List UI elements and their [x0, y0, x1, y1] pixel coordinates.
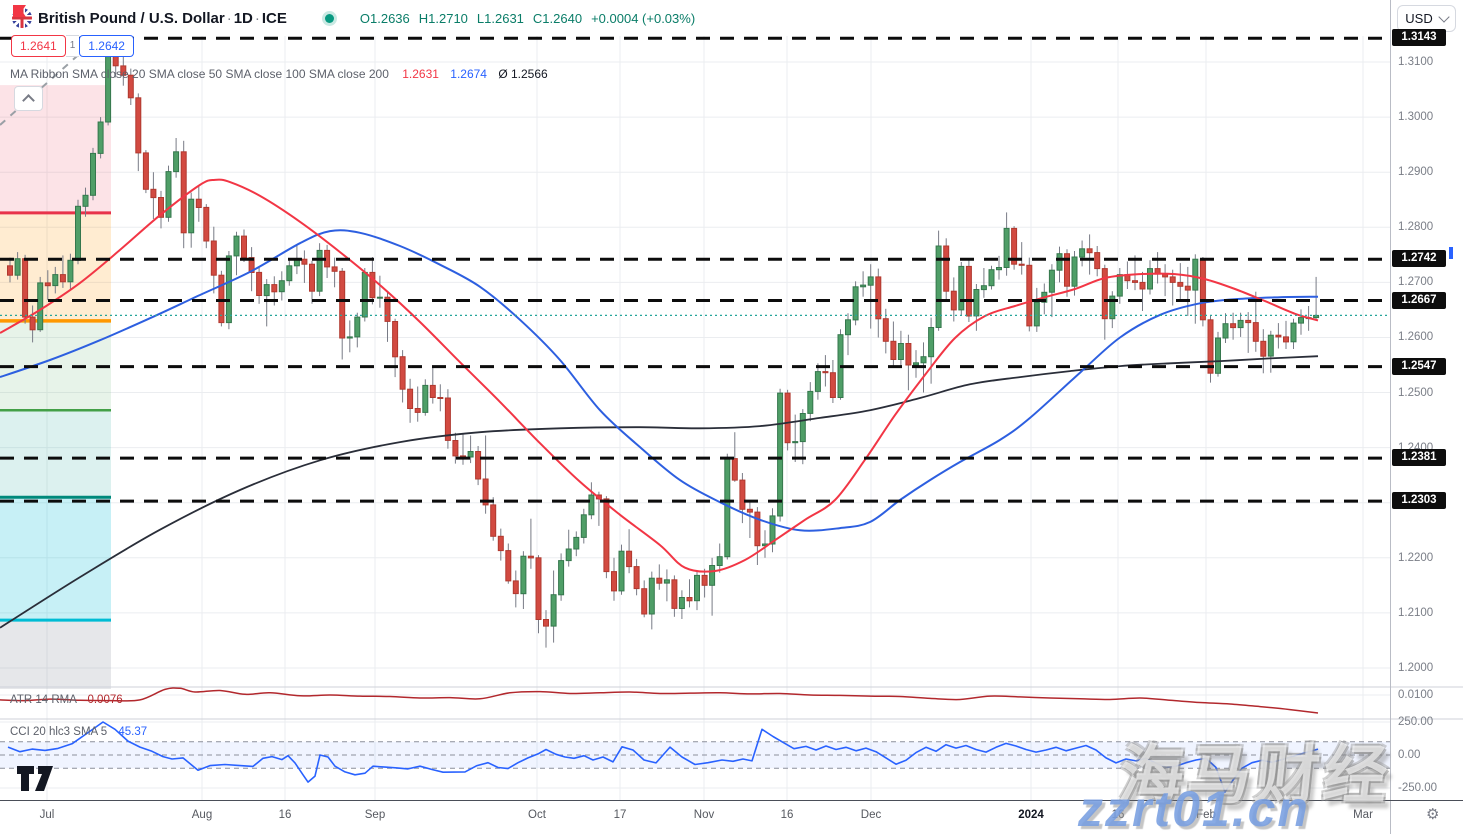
- level-price-label: 1.2381: [1392, 449, 1446, 466]
- close-value: C1.2640: [532, 10, 583, 26]
- time-axis-label: Oct: [528, 809, 546, 821]
- price-axis-label: 1.2000: [1398, 662, 1434, 674]
- price-axis-label: 1.2200: [1398, 552, 1434, 564]
- time-axis-label: 2024: [1018, 809, 1044, 821]
- time-axis-label: Dec: [860, 809, 882, 821]
- sell-price-label[interactable]: 1.2641: [11, 35, 66, 57]
- cci-axis-label: -250.00: [1398, 782, 1438, 794]
- level-price-label: 1.2742: [1392, 250, 1446, 267]
- axis-settings-gear-icon[interactable]: ⚙: [1426, 806, 1440, 823]
- toolbar-background: [0, 0, 1390, 33]
- ma-average-value: Ø 1.2566: [498, 67, 548, 81]
- currency-dropdown[interactable]: USD: [1397, 5, 1456, 32]
- price-axis-label: 1.3000: [1398, 111, 1434, 123]
- quantity-badge[interactable]: 1: [65, 35, 80, 57]
- cci-value: 45.37: [118, 726, 148, 738]
- change-value: +0.0004 (+0.03%): [591, 10, 696, 26]
- time-axis-separator: [0, 800, 1463, 801]
- currency-label: USD: [1405, 11, 1433, 26]
- sma50-value: 1.2674: [450, 67, 487, 81]
- ma-ribbon-legend[interactable]: MA Ribbon SMA close 20 SMA close 50 SMA …: [10, 67, 548, 81]
- cci-axis-label: 250.00: [1398, 716, 1434, 728]
- pane-collapse-button[interactable]: [14, 86, 43, 111]
- price-axis-label: 1.2800: [1398, 221, 1434, 233]
- chevron-up-icon: [22, 94, 35, 107]
- cci-axis-label: 0.00: [1398, 749, 1421, 761]
- buy-price-label[interactable]: 1.2642: [79, 35, 134, 57]
- level-price-label: 1.2547: [1392, 358, 1446, 375]
- time-axis-label: Sep: [364, 809, 386, 821]
- time-axis-label: Aug: [191, 809, 213, 821]
- time-axis-label: 16: [780, 809, 794, 821]
- symbol-toolbar: British Pound / U.S. Dollar · 1D · ICE O1.26…: [12, 4, 695, 32]
- sma20-value: 1.2631: [402, 67, 439, 81]
- ohlc-readout: O1.2636 H1.2710 L1.2631 C1.2640 +0.0004 …: [360, 11, 695, 26]
- price-axis-label: 1.2500: [1398, 387, 1434, 399]
- time-axis-label: Nov: [693, 809, 715, 821]
- tradingview-logo-icon: [17, 766, 53, 791]
- atr-axis-label: 0.0100: [1398, 689, 1434, 701]
- title-separator: ·: [254, 9, 260, 27]
- atr-indicator-legend[interactable]: ATR 14 RMA 0.0076: [10, 694, 123, 706]
- high-value: H1.2710: [418, 10, 468, 26]
- chevron-down-icon: [1438, 10, 1450, 23]
- time-axis-label: Feb: [1196, 809, 1216, 821]
- price-axis-border: [1390, 0, 1391, 834]
- level-price-label: 1.2303: [1392, 492, 1446, 509]
- atr-label: ATR 14 RMA: [10, 694, 77, 706]
- price-axis-label: 1.2900: [1398, 166, 1434, 178]
- cci-indicator-legend[interactable]: CCI 20 hlc3 SMA 5 45.37: [10, 726, 147, 738]
- low-value: L1.2631: [476, 10, 524, 26]
- time-axis-label: 17: [613, 809, 627, 821]
- time-axis-label: Mar: [1353, 809, 1373, 821]
- time-axis-label: 16: [278, 809, 292, 821]
- cci-label: CCI 20 hlc3 SMA 5: [10, 726, 108, 738]
- open-value: O1.2636: [359, 10, 410, 26]
- title-separator: ·: [226, 9, 232, 27]
- time-axis-label: 16: [1111, 809, 1125, 821]
- time-axis[interactable]: Jul Aug 16 Sep Oct 17 Nov 16 Dec 2024 16 Feb Mar: [0, 800, 1390, 834]
- ma-ribbon-label: MA Ribbon SMA close 20 SMA close 50 SMA …: [10, 67, 389, 81]
- symbol-name[interactable]: British Pound / U.S. Dollar: [38, 9, 225, 27]
- market-status-dot[interactable]: [324, 13, 334, 23]
- red-flag-icon: [13, 5, 26, 17]
- time-axis-label: Jul: [39, 809, 55, 821]
- symbol-title[interactable]: British Pound / U.S. Dollar · 1D · ICE: [38, 10, 287, 27]
- price-axis[interactable]: USD 1.3100 1.3000 1.2900 1.2800 1.2700 1.2600…: [1390, 0, 1463, 834]
- level-price-label: 1.2667: [1392, 292, 1446, 309]
- order-price-labels: 1.2641 1 1.2642: [11, 35, 134, 57]
- price-axis-label: 1.2100: [1398, 607, 1434, 619]
- price-axis-label: 1.2600: [1398, 331, 1434, 343]
- atr-value: 0.0076: [87, 694, 123, 706]
- price-axis-label: 1.2700: [1398, 276, 1434, 288]
- interval-label[interactable]: 1D: [233, 9, 253, 27]
- exchange-label[interactable]: ICE: [261, 9, 287, 27]
- blue-axis-tick: [1449, 247, 1453, 259]
- price-axis-label: 1.3100: [1398, 56, 1434, 68]
- level-price-label: 1.3143: [1392, 29, 1446, 46]
